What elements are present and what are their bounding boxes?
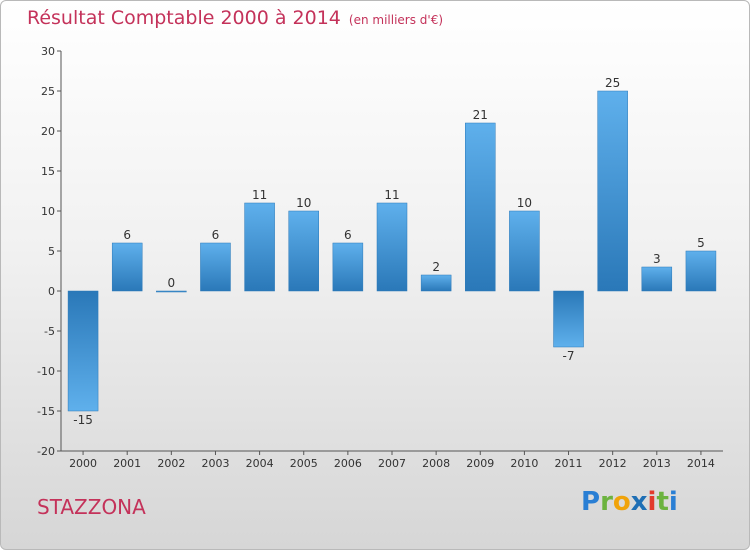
bar <box>244 202 275 292</box>
x-tick-label: 2001 <box>113 457 141 470</box>
logo-letter: i <box>647 487 657 517</box>
logo-letter: t <box>656 487 669 517</box>
bar-value-label: 5 <box>697 236 705 250</box>
logo-letter: o <box>612 487 631 517</box>
bar <box>376 202 408 292</box>
x-tick-label: 2011 <box>555 457 583 470</box>
x-tick-label: 2009 <box>466 457 494 470</box>
chart-title-text: Résultat Comptable 2000 à 2014 <box>27 7 341 29</box>
y-tick-label: 0 <box>48 285 55 298</box>
logo-letter: i <box>668 487 678 517</box>
x-tick-label: 2008 <box>422 457 450 470</box>
logo-letter: r <box>600 487 613 517</box>
bar-value-label: 10 <box>296 196 311 210</box>
commune-name: STAZZONA <box>37 495 146 519</box>
bar-value-label: 21 <box>473 108 488 122</box>
x-tick-label: 2000 <box>69 457 97 470</box>
bar <box>288 210 319 292</box>
bar <box>685 250 717 292</box>
bar <box>420 274 452 292</box>
y-tick-label: 10 <box>41 205 55 218</box>
logo-letter: x <box>630 487 648 517</box>
bar-value-label: 6 <box>344 228 352 242</box>
bar-value-label: 25 <box>605 76 620 90</box>
proxiti-logo: Proxiti <box>581 487 678 517</box>
y-tick-label: -5 <box>44 325 55 338</box>
y-tick-label: 25 <box>41 85 55 98</box>
x-tick-label: 2012 <box>599 457 627 470</box>
y-tick-label: -20 <box>37 445 55 458</box>
bar <box>67 290 99 412</box>
x-tick-label: 2002 <box>157 457 185 470</box>
x-tick-label: 2010 <box>510 457 538 470</box>
bar <box>641 266 673 292</box>
y-tick-label: 20 <box>41 125 55 138</box>
bar-value-label: 3 <box>653 252 661 266</box>
bar-value-label: 11 <box>252 188 267 202</box>
bar <box>111 242 143 292</box>
x-tick-label: 2005 <box>290 457 318 470</box>
bar <box>200 242 231 292</box>
bar <box>465 122 496 292</box>
bar-value-label: 10 <box>517 196 532 210</box>
bar-value-label: 6 <box>212 228 220 242</box>
bar-value-label: 2 <box>432 260 440 274</box>
chart-unit-note: (en milliers d'€) <box>348 13 444 27</box>
bar <box>156 290 187 293</box>
x-tick-label: 2004 <box>246 457 274 470</box>
x-tick-label: 2003 <box>201 457 229 470</box>
bar <box>553 290 584 348</box>
x-tick-label: 2014 <box>687 457 715 470</box>
bar <box>509 210 540 292</box>
x-tick-label: 2007 <box>378 457 406 470</box>
bar <box>332 242 364 292</box>
y-tick-label: 5 <box>48 245 55 258</box>
bar-value-label: -15 <box>73 413 93 427</box>
bar-value-label: -7 <box>563 349 575 363</box>
value-labels: -15 6 0 6 11 10 6 11 2 21 10 -7 25 3 5 <box>73 76 704 427</box>
bars <box>67 90 717 412</box>
x-tick-label: 2013 <box>643 457 671 470</box>
bar-value-label: 0 <box>168 276 176 290</box>
logo-letter: P <box>581 487 601 517</box>
bar-value-label: 6 <box>123 228 131 242</box>
y-tick-label: -15 <box>37 405 55 418</box>
y-tick-label: 30 <box>41 45 55 58</box>
chart-title: Résultat Comptable 2000 à 2014 (en millie… <box>27 7 443 29</box>
y-tick-label: -10 <box>37 365 55 378</box>
y-tick-label: 15 <box>41 165 55 178</box>
bar <box>597 90 628 292</box>
x-tick-label: 2006 <box>334 457 362 470</box>
bar-value-label: 11 <box>384 188 399 202</box>
